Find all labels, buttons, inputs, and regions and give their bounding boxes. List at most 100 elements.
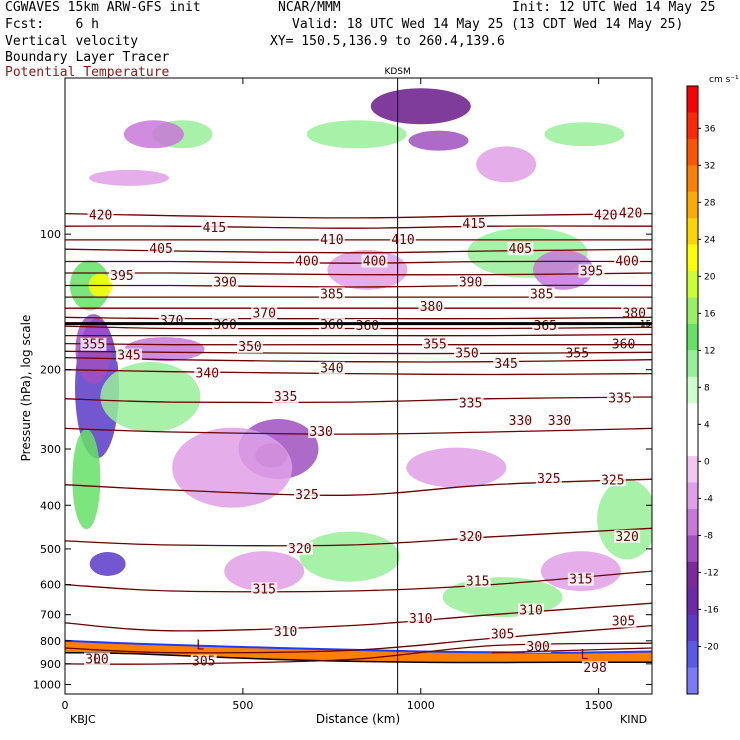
low-pressure-marker: L [196,639,204,654]
colorbar-swatch [687,535,698,563]
theta-label: 400 [295,254,318,269]
theta-label-background [84,652,111,666]
y-tick-label: 900 [40,658,61,671]
colorbar-tick-label: -20 [704,642,719,652]
theta-label-background [361,254,388,268]
colorbar-swatch [687,138,698,166]
colorbar-swatch [687,588,698,616]
colorbar-swatch [687,350,698,378]
theta-label-background [87,208,114,222]
theta-contour-305 [65,624,652,654]
init-time: Init: 12 UTC Wed 14 May 25 [512,0,716,15]
colorbar-swatch [687,86,698,113]
tropopause-label: 158 [640,320,657,330]
vertical-velocity-cell [123,120,184,149]
tropopause-layer: 158 [65,320,657,330]
theta-contour-345 [65,356,652,363]
theta-label-background [236,339,263,353]
theta-contour-370 [65,316,652,320]
theta-label: 315 [252,582,275,597]
theta-label-background [457,275,484,289]
theta-label: 370 [252,306,275,321]
x-axis-title: Distance (km) [316,712,400,726]
theta-label: 330 [309,425,332,440]
theta-label: 310 [274,625,297,640]
theta-label: 325 [537,472,560,487]
forecast-hour: Fcst: 6 h [5,17,99,32]
theta-label-background [251,582,278,596]
theta-label-background [461,217,488,231]
theta-label-background [457,396,484,410]
theta-label: 420 [89,209,112,224]
theta-label-background [582,661,609,675]
theta-label-background [493,356,520,370]
theta-label: 395 [580,264,603,279]
theta-label-background [318,287,345,301]
vertical-velocity-cell [89,551,126,576]
theta-label: 320 [288,542,311,557]
theta-contour-350 [65,350,652,355]
vertical-velocity-cell [224,551,305,592]
theta-label-background [201,221,228,235]
theta-label: 390 [459,275,482,290]
colorbar-units: cm s⁻¹ [709,75,739,85]
theta-contour-405 [65,248,652,254]
colorbar-tick-label: 28 [704,198,716,208]
theta-label: 330 [509,414,532,429]
theta-label: 310 [519,603,542,618]
station-marker-layer: KDSM [384,67,411,694]
theta-label-background [318,232,345,246]
theta-contour-335 [65,396,652,404]
colorbar-swatch [687,323,698,351]
low-pressure-marker: L [93,652,101,667]
theta-label-background [621,306,648,320]
theta-label-background [80,337,107,351]
colorbar-swatch [687,165,698,193]
theta-label: 420 [619,207,642,222]
colorbar-swatch [687,271,698,298]
colorbar-swatch [687,482,698,510]
theta-label: 355 [566,346,589,361]
vertical-velocity-cell [370,88,471,125]
theta-contour-320 [65,527,652,547]
theta-label-background [546,414,573,428]
colorbar-swatch [687,376,698,404]
theta-label: 365 [534,319,557,334]
x-tick-label: 1500 [585,699,613,712]
theta-label: 345 [494,357,517,372]
theta-label: 405 [149,242,172,257]
field-potential-temperature: Potential Temperature [5,65,170,80]
theta-label: 340 [196,367,219,382]
y-tick-label: 400 [40,499,61,512]
theta-label: 300 [85,652,108,667]
theta-label-background [421,337,448,351]
theta-label: 315 [466,574,489,589]
plot-frame [64,77,653,695]
theta-label: 390 [213,275,236,290]
colorbar-swatch [687,218,698,246]
theta-label: 385 [320,287,343,302]
theta-label-background [293,488,320,502]
theta-label: 360 [356,319,379,334]
vertical-velocity-cell [124,337,205,362]
valid-time: Valid: 18 UTC Wed 14 May 25 (13 CDT Wed … [292,17,684,32]
theta-label: 400 [615,254,638,269]
theta-label-background [518,603,545,617]
theta-label: 315 [569,573,592,588]
theta-label-background [308,424,335,438]
theta-label-background [318,361,345,375]
theta-label: 305 [491,628,514,643]
colorbar-swatch [687,191,698,219]
theta-label: 395 [110,269,133,284]
theta-contour-330 [65,427,652,435]
theta-label-background [454,346,481,360]
axes: 0 500 1000 1500 100 200 300 400 500 600 700 800 900 1… [33,78,652,712]
colorbar-tick-label: -4 [704,494,713,504]
theta-label-background [567,572,594,586]
theta-label-background [464,574,491,588]
y-axis-title: Pressure (hPa), log scale [19,315,33,462]
theta-label: 320 [459,530,482,545]
theta-label: 405 [509,242,532,257]
low-pressure-marker: L [580,648,588,663]
